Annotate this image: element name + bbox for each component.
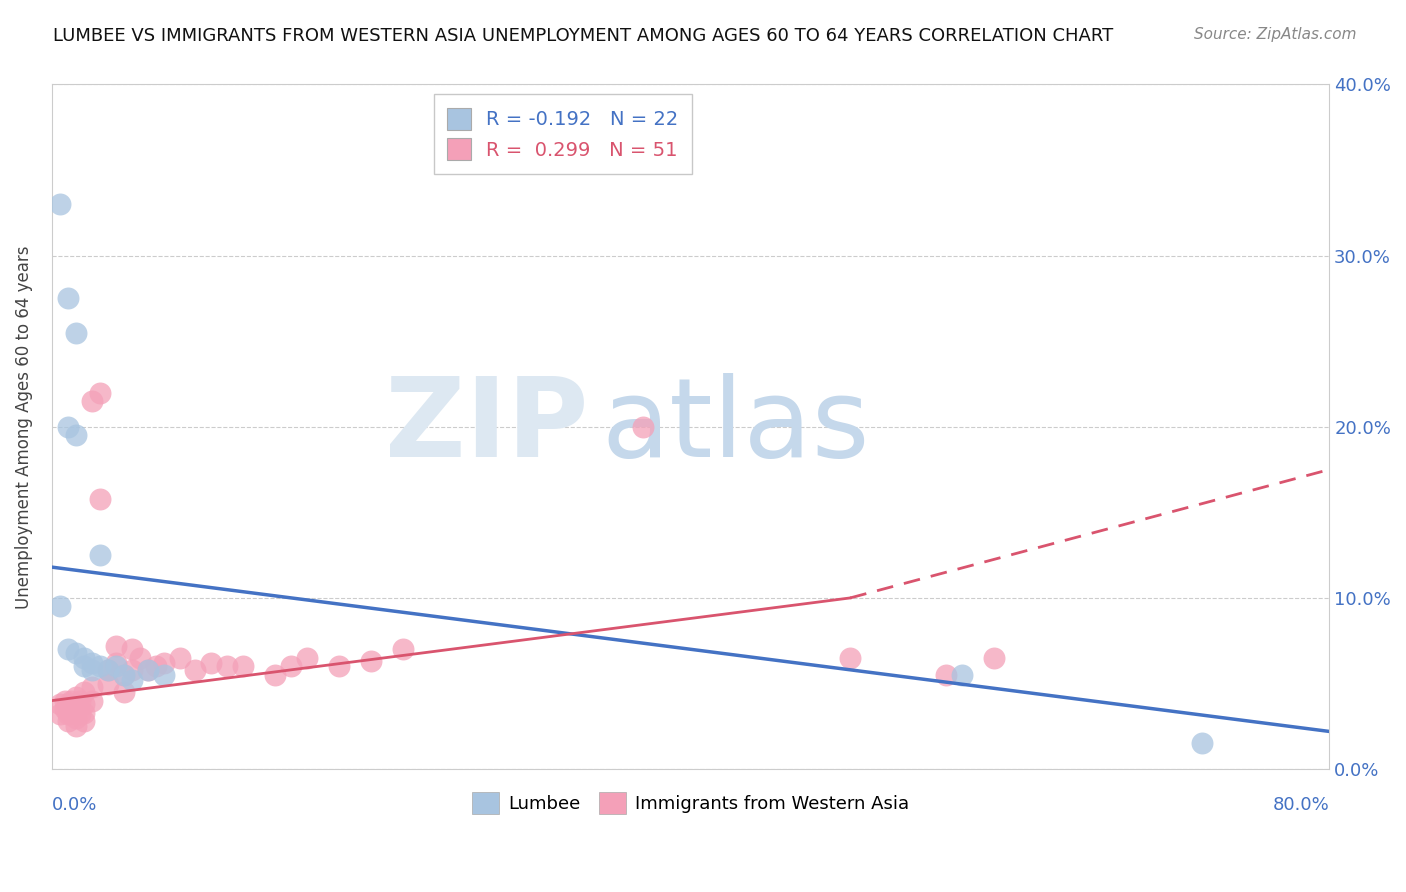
- Point: [169, 650, 191, 665]
- Text: Source: ZipAtlas.com: Source: ZipAtlas.com: [1194, 27, 1357, 42]
- Point: [56, 292, 79, 306]
- Point: [200, 656, 222, 670]
- Point: [56, 697, 79, 711]
- Point: [839, 650, 862, 665]
- Point: [48, 697, 70, 711]
- Point: [56, 642, 79, 657]
- Point: [65, 711, 87, 725]
- Point: [73, 685, 96, 699]
- Point: [80, 394, 103, 409]
- Legend: R = -0.192   N = 22, R =  0.299   N = 51: R = -0.192 N = 22, R = 0.299 N = 51: [433, 95, 692, 174]
- Point: [121, 663, 143, 677]
- Text: atlas: atlas: [602, 373, 869, 480]
- Point: [112, 668, 135, 682]
- Point: [264, 668, 287, 682]
- Point: [89, 491, 111, 506]
- Point: [184, 663, 207, 677]
- Point: [53, 693, 76, 707]
- Point: [112, 685, 135, 699]
- Point: [280, 659, 302, 673]
- Point: [80, 663, 103, 677]
- Point: [59, 706, 82, 720]
- Point: [136, 663, 159, 677]
- Point: [80, 680, 103, 694]
- Point: [73, 659, 96, 673]
- Point: [392, 642, 415, 657]
- Point: [65, 700, 87, 714]
- Point: [983, 650, 1005, 665]
- Point: [65, 326, 87, 340]
- Point: [89, 548, 111, 562]
- Point: [97, 676, 120, 690]
- Point: [69, 707, 91, 722]
- Point: [73, 706, 96, 720]
- Point: [89, 659, 111, 673]
- Point: [89, 385, 111, 400]
- Point: [152, 668, 174, 682]
- Point: [73, 650, 96, 665]
- Text: ZIP: ZIP: [385, 373, 588, 480]
- Point: [360, 654, 382, 668]
- Point: [152, 656, 174, 670]
- Point: [56, 419, 79, 434]
- Point: [97, 663, 120, 677]
- Point: [80, 693, 103, 707]
- Point: [121, 642, 143, 657]
- Point: [950, 668, 973, 682]
- Point: [65, 690, 87, 705]
- Point: [65, 428, 87, 442]
- Point: [121, 673, 143, 687]
- Y-axis label: Unemployment Among Ages 60 to 64 years: Unemployment Among Ages 60 to 64 years: [15, 245, 32, 608]
- Text: LUMBEE VS IMMIGRANTS FROM WESTERN ASIA UNEMPLOYMENT AMONG AGES 60 TO 64 YEARS CO: LUMBEE VS IMMIGRANTS FROM WESTERN ASIA U…: [53, 27, 1114, 45]
- Point: [69, 693, 91, 707]
- Point: [128, 650, 150, 665]
- Point: [56, 707, 79, 722]
- Text: 0.0%: 0.0%: [52, 797, 97, 814]
- Point: [328, 659, 350, 673]
- Point: [56, 714, 79, 728]
- Point: [631, 419, 654, 434]
- Text: 80.0%: 80.0%: [1272, 797, 1329, 814]
- Point: [73, 697, 96, 711]
- Point: [935, 668, 957, 682]
- Point: [297, 650, 319, 665]
- Point: [112, 668, 135, 682]
- Point: [80, 656, 103, 670]
- Point: [48, 707, 70, 722]
- Point: [48, 197, 70, 211]
- Point: [53, 702, 76, 716]
- Point: [97, 663, 120, 677]
- Point: [48, 599, 70, 614]
- Point: [104, 659, 127, 673]
- Point: [65, 719, 87, 733]
- Point: [73, 714, 96, 728]
- Point: [145, 659, 167, 673]
- Point: [65, 646, 87, 660]
- Point: [59, 693, 82, 707]
- Point: [136, 663, 159, 677]
- Point: [217, 659, 239, 673]
- Point: [104, 639, 127, 653]
- Point: [1191, 736, 1213, 750]
- Point: [104, 656, 127, 670]
- Point: [232, 659, 254, 673]
